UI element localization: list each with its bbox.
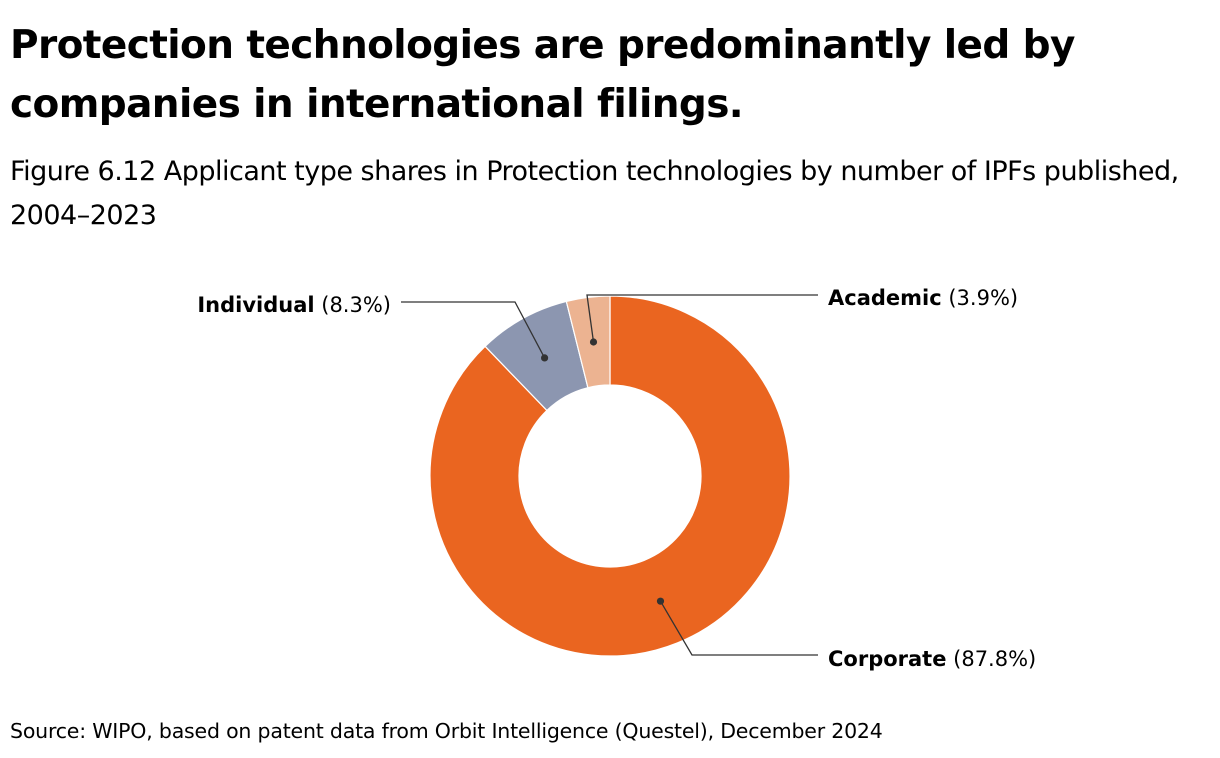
slice-value-corporate: (87.8%): [946, 647, 1036, 671]
slice-name-academic: Academic: [828, 286, 942, 310]
leader-lines: [401, 294, 818, 656]
slice-value-academic: (3.9%): [942, 286, 1018, 310]
source-note: Source: WIPO, based on patent data from …: [10, 719, 883, 743]
donut-slices: [429, 295, 791, 657]
slice-labels: Corporate (87.8%) Individual (8.3%) Academ…: [197, 286, 1036, 671]
slice-value-individual: (8.3%): [315, 293, 391, 317]
chart-headline: Protection technologies are predominantl…: [10, 23, 1075, 127]
slice-corporate: [429, 295, 791, 657]
slice-academic: [565, 295, 611, 389]
leader-line-individual: [401, 301, 546, 359]
slice-label-individual: Individual (8.3%): [197, 293, 391, 317]
leader-line-academic: [586, 294, 818, 343]
slice-name-corporate: Corporate: [828, 647, 946, 671]
leader-line-corporate: [659, 600, 818, 656]
slice-name-individual: Individual: [197, 293, 314, 317]
slice-label-academic: Academic (3.9%): [828, 286, 1018, 310]
slice-label-corporate: Corporate (87.8%): [828, 647, 1036, 671]
figure-caption: Figure 6.12 Applicant type shares in Pro…: [10, 156, 1179, 231]
